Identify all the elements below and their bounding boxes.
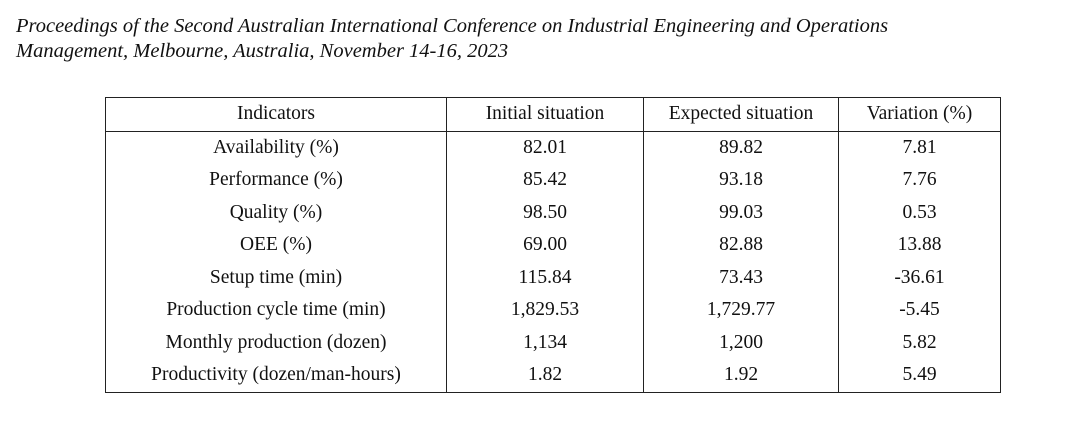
value-cell: 89.82 (643, 131, 839, 164)
column-header: Initial situation (446, 97, 644, 132)
table-row: Performance (%) 85.42 93.18 7.76 (105, 164, 1001, 197)
value-cell: 5.49 (838, 359, 1001, 392)
value-cell: 5.82 (838, 326, 1001, 359)
value-cell: 7.81 (838, 131, 1001, 164)
value-cell: 7.76 (838, 164, 1001, 197)
indicator-cell: Performance (%) (105, 164, 447, 197)
table-row: Availability (%) 82.01 89.82 7.81 (105, 131, 1001, 164)
indicator-cell: Productivity (dozen/man-hours) (105, 359, 447, 392)
column-header: Indicators (105, 97, 447, 132)
proceedings-header: Proceedings of the Second Australian Int… (16, 14, 888, 64)
column-header: Variation (%) (838, 97, 1001, 132)
table-row: Production cycle time (min) 1,829.53 1,729… (105, 294, 1001, 327)
table-row: OEE (%) 69.00 82.88 13.88 (105, 229, 1001, 262)
value-cell: -36.61 (838, 261, 1001, 294)
value-cell: 85.42 (446, 164, 644, 197)
indicator-cell: Production cycle time (min) (105, 294, 447, 327)
value-cell: 115.84 (446, 261, 644, 294)
table-head: Indicators Initial situation Expected situ… (105, 97, 1001, 132)
value-cell: 69.00 (446, 229, 644, 262)
value-cell: -5.45 (838, 294, 1001, 327)
value-cell: 0.53 (838, 196, 1001, 229)
indicator-cell: Quality (%) (105, 196, 447, 229)
table-row: Productivity (dozen/man-hours) 1.82 1.92 5.… (105, 359, 1001, 392)
value-cell: 73.43 (643, 261, 839, 294)
value-cell: 82.01 (446, 131, 644, 164)
indicator-cell: Monthly production (dozen) (105, 326, 447, 359)
value-cell: 1.82 (446, 359, 644, 392)
value-cell: 1,829.53 (446, 294, 644, 327)
value-cell: 13.88 (838, 229, 1001, 262)
value-cell: 1,200 (643, 326, 839, 359)
value-cell: 99.03 (643, 196, 839, 229)
value-cell: 98.50 (446, 196, 644, 229)
value-cell: 82.88 (643, 229, 839, 262)
header-line: Proceedings of the Second Australian Int… (16, 15, 889, 37)
value-cell: 1.92 (643, 359, 839, 392)
value-cell: 1,729.77 (643, 294, 839, 327)
column-header: Expected situation (643, 97, 839, 132)
value-cell: 93.18 (643, 164, 839, 197)
results-table: Indicators Initial situation Expected situ… (105, 97, 1001, 393)
indicator-cell: OEE (%) (105, 229, 447, 262)
header-line: Management, Melbourne, Australia, Novemb… (16, 40, 509, 62)
table-body: Availability (%) 82.01 89.82 7.81 Performanc… (105, 131, 1001, 392)
indicator-cell: Setup time (min) (105, 261, 447, 294)
table-row: Setup time (min) 115.84 73.43 -36.61 (105, 261, 1001, 294)
table-row: Monthly production (dozen) 1,134 1,200 5.82 (105, 326, 1001, 359)
value-cell: 1,134 (446, 326, 644, 359)
indicator-cell: Availability (%) (105, 131, 447, 164)
table-row: Quality (%) 98.50 99.03 0.53 (105, 196, 1001, 229)
header-row: Indicators Initial situation Expected situ… (105, 97, 1001, 132)
